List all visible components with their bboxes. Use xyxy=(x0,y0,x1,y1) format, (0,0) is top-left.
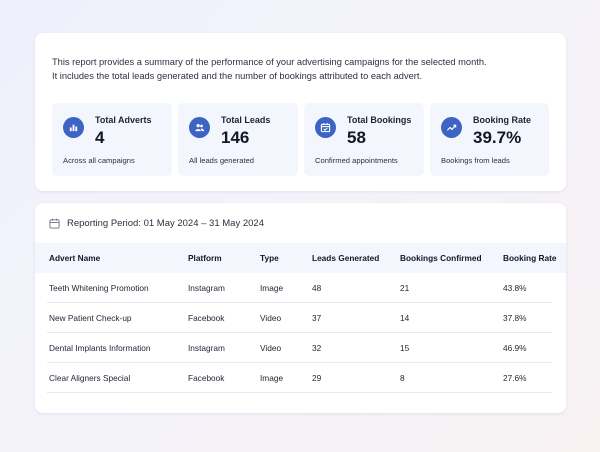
column-header-leads-generated: Leads Generated xyxy=(312,253,380,263)
stat-caption: All leads generated xyxy=(189,156,255,165)
cell-advert-name: Teeth Whitening Promotion xyxy=(49,283,149,293)
stat-value: 58 xyxy=(347,128,366,147)
cell-booking-rate: 37.8% xyxy=(503,313,527,323)
stats-row: Total Adverts 4 Across all campaigns Tot… xyxy=(52,103,566,176)
users-icon xyxy=(189,117,210,138)
cell-bookings: 8 xyxy=(400,373,405,383)
column-header-platform: Platform xyxy=(188,253,222,263)
stat-label: Total Leads xyxy=(221,115,271,125)
cell-leads: 48 xyxy=(312,283,322,293)
stat-label: Total Adverts xyxy=(95,115,152,125)
table-row: Teeth Whitening Promotion Instagram Imag… xyxy=(35,273,566,303)
cell-platform: Facebook xyxy=(188,313,225,323)
trend-line-icon xyxy=(441,117,462,138)
report-intro: This report provides a summary of the pe… xyxy=(52,56,487,83)
stat-value: 39.7% xyxy=(473,128,522,147)
cell-type: Video xyxy=(260,343,282,353)
stat-caption: Across all campaigns xyxy=(63,156,135,165)
cell-platform: Facebook xyxy=(188,373,225,383)
stat-caption: Confirmed appointments xyxy=(315,156,398,165)
bar-chart-icon xyxy=(63,117,84,138)
cell-advert-name: Dental Implants Information xyxy=(49,343,151,353)
cell-advert-name: Clear Aligners Special xyxy=(49,373,131,383)
column-header-type: Type xyxy=(260,253,279,263)
cell-bookings: 15 xyxy=(400,343,410,353)
column-header-booking-rate: Booking Rate xyxy=(503,253,557,263)
cell-booking-rate: 27.6% xyxy=(503,373,527,383)
cell-booking-rate: 46.9% xyxy=(503,343,527,353)
stat-label: Booking Rate xyxy=(473,115,532,125)
cell-type: Image xyxy=(260,283,284,293)
cell-leads: 32 xyxy=(312,343,322,353)
table-header: Advert Name Platform Type Leads Generate… xyxy=(35,243,566,273)
reporting-period: Reporting Period: 01 May 2024 – 31 May 2… xyxy=(49,218,264,229)
adverts-table-card: Reporting Period: 01 May 2024 – 31 May 2… xyxy=(35,203,566,413)
cell-type: Video xyxy=(260,313,282,323)
reporting-period-text: Reporting Period: 01 May 2024 – 31 May 2… xyxy=(67,218,264,229)
cell-advert-name: New Patient Check-up xyxy=(49,313,132,323)
stat-value: 146 xyxy=(221,128,250,147)
cell-leads: 29 xyxy=(312,373,322,383)
cell-platform: Instagram xyxy=(188,343,225,353)
table-row: New Patient Check-up Facebook Video 37 1… xyxy=(35,303,566,333)
cell-bookings: 21 xyxy=(400,283,410,293)
intro-line-1: This report provides a summary of the pe… xyxy=(52,57,487,67)
cell-type: Image xyxy=(260,373,284,383)
stat-label: Total Bookings xyxy=(347,115,412,125)
stat-caption: Bookings from leads xyxy=(441,156,510,165)
calendar-icon xyxy=(49,218,60,229)
cell-platform: Instagram xyxy=(188,283,225,293)
stat-total-leads: Total Leads 146 All leads generated xyxy=(178,103,298,176)
table-row: Clear Aligners Special Facebook Image 29… xyxy=(35,363,566,393)
stat-value: 4 xyxy=(95,128,105,147)
cell-bookings: 14 xyxy=(400,313,410,323)
table-row: Dental Implants Information Instagram Vi… xyxy=(35,333,566,363)
stat-total-bookings: Total Bookings 58 Confirmed appointments xyxy=(304,103,424,176)
column-header-bookings-confirmed: Bookings Confirmed xyxy=(400,253,482,263)
summary-card: This report provides a summary of the pe… xyxy=(35,33,566,191)
intro-line-2: It includes the total leads generated an… xyxy=(52,70,423,81)
cell-leads: 37 xyxy=(312,313,322,323)
stat-booking-rate: Booking Rate 39.7% Bookings from leads xyxy=(430,103,549,176)
stat-total-adverts: Total Adverts 4 Across all campaigns xyxy=(52,103,172,176)
calendar-check-icon xyxy=(315,117,336,138)
cell-booking-rate: 43.8% xyxy=(503,283,527,293)
column-header-advert-name: Advert Name xyxy=(49,253,101,263)
